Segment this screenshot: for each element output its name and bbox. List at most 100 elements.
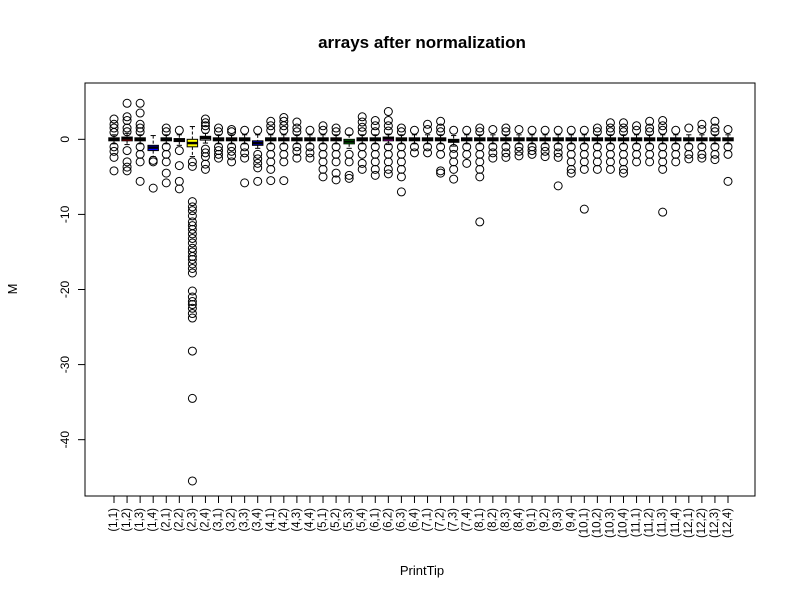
outlier-point: [540, 142, 550, 152]
outlier-point: [449, 125, 459, 135]
outlier-point: [266, 116, 276, 126]
outlier-point: [318, 164, 328, 174]
outlier-point: [383, 149, 393, 159]
box-(7,3): [447, 125, 460, 184]
box-(4,1): [265, 116, 277, 186]
outlier-point: [383, 126, 393, 136]
box-(11,1): [630, 121, 643, 167]
outlier-point: [187, 157, 197, 167]
outlier-point: [266, 157, 276, 167]
outlier-point: [553, 148, 563, 158]
outlier-point: [605, 157, 615, 167]
outlier-point: [488, 153, 498, 163]
x-tick-label: (11,4): [670, 508, 682, 537]
outlier-point: [684, 154, 694, 164]
outlier-point: [618, 123, 628, 133]
x-tick-label: (11,1): [631, 508, 643, 537]
outlier-point: [383, 164, 393, 174]
y-tick-label: -30: [58, 356, 72, 374]
outlier-point: [187, 297, 197, 307]
outlier-point: [240, 125, 250, 135]
outlier-point: [187, 211, 197, 221]
outlier-point: [200, 159, 210, 169]
outlier-point: [632, 157, 642, 167]
outlier-point: [227, 142, 237, 152]
outlier-point: [605, 127, 615, 137]
outlier-point: [187, 346, 197, 356]
x-tick-label: (12,2): [696, 508, 708, 538]
outlier-point: [383, 142, 393, 152]
box-(9,1): [526, 125, 538, 159]
outlier-point: [409, 142, 419, 152]
outlier-point: [449, 157, 459, 167]
outlier-point: [684, 123, 694, 133]
outlier-point: [605, 118, 615, 128]
outlier-point: [553, 181, 563, 191]
outlier-point: [684, 149, 694, 159]
outlier-point: [618, 164, 628, 174]
outlier-point: [383, 121, 393, 131]
outlier-point: [370, 127, 380, 137]
outlier-point: [122, 98, 132, 108]
outlier-point: [592, 157, 602, 167]
outlier-point: [697, 149, 707, 159]
outlier-point: [462, 158, 472, 168]
box-(11,2): [643, 116, 656, 167]
outlier-point: [475, 157, 485, 167]
outlier-point: [671, 149, 681, 159]
outlier-point: [331, 149, 341, 159]
outlier-point: [187, 300, 197, 310]
outlier-point: [161, 157, 171, 167]
outlier-point: [109, 146, 119, 156]
outlier-point: [396, 127, 406, 137]
outlier-point: [605, 164, 615, 174]
x-tick-label: (9,4): [565, 508, 577, 532]
x-tick-label: (11,2): [644, 508, 656, 537]
outlier-point: [135, 176, 145, 186]
outlier-point: [279, 116, 289, 126]
box-(6,2): [382, 107, 395, 179]
x-tick-label: (10,4): [618, 508, 630, 538]
box-(7,4): [460, 125, 473, 168]
x-tick-label: (5,4): [356, 508, 368, 532]
x-tick-label: (4,4): [304, 508, 316, 532]
x-tick-label: (4,2): [278, 508, 290, 532]
outlier-point: [396, 123, 406, 133]
outlier-point: [527, 146, 537, 156]
outlier-point: [266, 149, 276, 159]
outlier-point: [200, 125, 210, 135]
outlier-point: [501, 142, 511, 152]
outlier-point: [292, 153, 302, 163]
x-tick-label: (9,2): [539, 508, 551, 532]
outlier-point: [122, 112, 132, 122]
outlier-point: [135, 157, 145, 167]
outlier-point: [161, 168, 171, 178]
outlier-point: [187, 202, 197, 212]
box-(2,3): [186, 126, 199, 486]
x-tick-label: (12,4): [722, 508, 734, 538]
y-tick-label: -20: [58, 281, 72, 299]
outlier-point: [501, 148, 511, 158]
outlier-point: [357, 164, 367, 174]
x-tick-label: (9,1): [526, 508, 538, 532]
x-tick-label: (12,3): [709, 508, 721, 538]
chart-title: arrays after normalization: [318, 33, 526, 52]
outlier-point: [383, 107, 393, 117]
outlier-point: [383, 157, 393, 167]
outlier-point: [475, 149, 485, 159]
outlier-point: [200, 114, 210, 124]
outlier-point: [135, 149, 145, 159]
outlier-point: [318, 157, 328, 167]
outlier-point: [383, 169, 393, 179]
box-(8,3): [500, 123, 512, 162]
box-(1,2): [121, 98, 133, 176]
outlier-point: [592, 149, 602, 159]
outlier-point: [227, 127, 237, 137]
outlier-point: [240, 178, 250, 188]
outlier-point: [723, 125, 733, 135]
x-tick-label: (5,3): [343, 508, 355, 532]
outlier-point: [174, 146, 184, 156]
outlier-point: [187, 238, 197, 248]
x-tick-label: (1,3): [134, 508, 146, 532]
